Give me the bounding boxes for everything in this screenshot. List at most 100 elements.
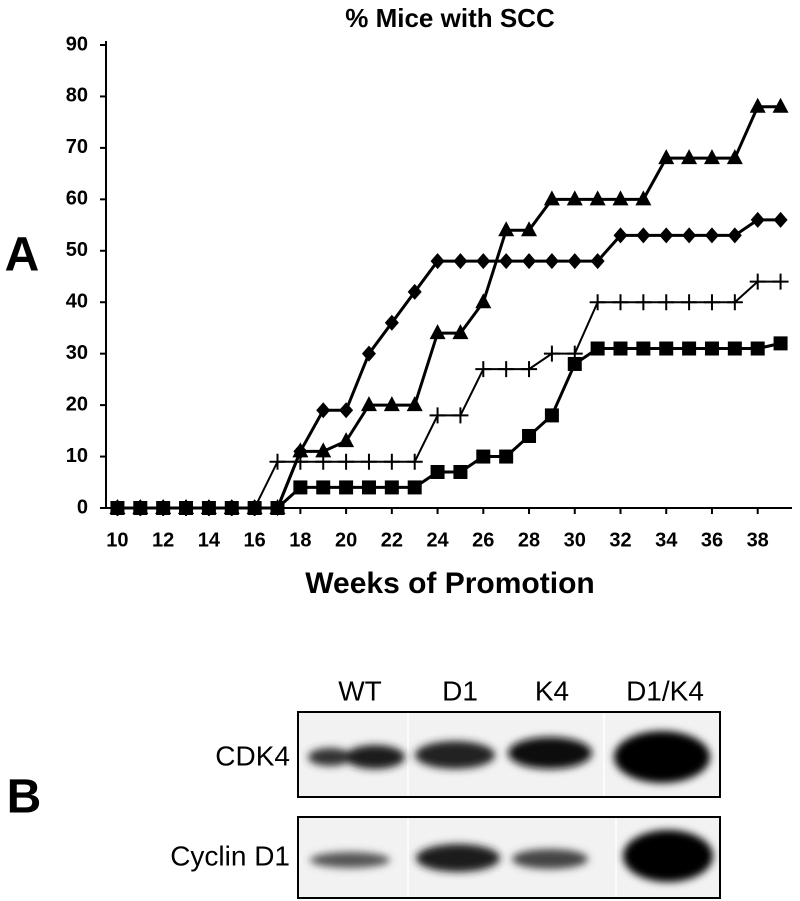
square-marker	[430, 464, 445, 479]
y-tick-label: 80	[66, 85, 88, 107]
diamond-marker	[613, 227, 628, 244]
triangle-marker	[452, 324, 469, 340]
triangle-marker	[429, 324, 446, 340]
square-marker	[682, 341, 697, 356]
lane-label: K4	[535, 675, 569, 706]
plus-marker	[338, 453, 355, 470]
square-marker	[544, 408, 559, 423]
plus-marker	[452, 407, 469, 424]
square-marker	[567, 356, 582, 371]
diamond-marker	[476, 253, 491, 270]
triangle-marker	[406, 396, 423, 412]
square-marker	[339, 480, 354, 495]
square-marker	[613, 341, 628, 356]
triangle-marker	[658, 149, 675, 165]
x-tick-label: 34	[655, 529, 678, 551]
triangle-marker	[772, 97, 789, 113]
triangle-marker	[612, 190, 629, 206]
diamond-marker	[750, 211, 765, 228]
diamond-marker	[293, 443, 308, 460]
diamond-marker	[636, 227, 651, 244]
diamond-marker	[339, 402, 354, 419]
triangle-marker	[703, 149, 720, 165]
triangle-marker	[383, 396, 400, 412]
x-tick-label: 10	[106, 529, 128, 551]
square-marker	[407, 480, 422, 495]
square-marker	[476, 449, 491, 464]
blot-cdk4	[297, 711, 721, 798]
x-tick-label: 18	[289, 529, 311, 551]
y-tick-label: 40	[66, 291, 88, 313]
square-marker	[750, 341, 765, 356]
blot-cyclin-d1	[297, 816, 721, 899]
x-tick-label: 36	[701, 529, 723, 551]
square-marker	[636, 341, 651, 356]
lane-label: D1/K4	[626, 675, 704, 706]
plus-marker	[429, 407, 446, 424]
plus-marker	[612, 294, 629, 311]
square-marker	[361, 480, 376, 495]
triangle-marker	[360, 396, 377, 412]
y-tick-label: 70	[66, 136, 88, 158]
diamond-marker	[659, 227, 674, 244]
x-tick-label: 20	[335, 529, 357, 551]
triangle-marker	[726, 149, 743, 165]
series-line	[117, 280, 781, 509]
triangle-marker	[566, 190, 583, 206]
diamond-marker	[361, 345, 376, 362]
series-line	[117, 105, 781, 510]
x-tick-label: 22	[381, 529, 403, 551]
triangle-marker	[681, 149, 698, 165]
square-marker	[293, 480, 308, 495]
plus-marker	[360, 453, 377, 470]
plus-marker	[406, 453, 423, 470]
triangle-marker	[543, 190, 560, 206]
plus-marker	[658, 294, 675, 311]
x-tick-label: 30	[564, 529, 586, 551]
chart-title: % Mice with SCC	[345, 3, 555, 33]
y-tick-label: 20	[66, 393, 88, 415]
square-marker	[384, 480, 399, 495]
plus-marker	[703, 294, 720, 311]
diamond-marker	[773, 211, 788, 228]
series-line	[117, 341, 781, 510]
diamond-marker	[453, 253, 468, 270]
diamond-marker	[590, 253, 605, 270]
diamond-marker	[384, 314, 399, 331]
diamond-marker	[727, 227, 742, 244]
diamond-marker	[704, 227, 719, 244]
triangle-marker	[521, 221, 538, 237]
square-marker	[727, 341, 742, 356]
x-tick-label: 14	[198, 529, 221, 551]
x-tick-label: 16	[244, 529, 266, 551]
diamond-marker	[430, 253, 445, 270]
x-tick-label: 38	[747, 529, 769, 551]
square-marker	[179, 501, 194, 515]
plus-marker	[292, 453, 309, 470]
square-marker	[453, 464, 468, 479]
y-tick-label: 10	[66, 445, 88, 467]
y-tick-label: 30	[66, 342, 88, 364]
x-tick-label: 26	[472, 529, 494, 551]
triangle-marker	[475, 293, 492, 309]
triangle-marker	[315, 442, 332, 458]
diamond-marker	[544, 253, 559, 270]
lane-label: WT	[338, 675, 382, 706]
plus-marker	[543, 345, 560, 362]
square-marker	[590, 341, 605, 356]
y-tick-label: 0	[77, 496, 88, 518]
row-label: CDK4	[215, 740, 290, 771]
y-tick-label: 90	[66, 33, 88, 55]
triangle-marker	[749, 97, 766, 113]
x-tick-label: 12	[152, 529, 174, 551]
triangle-marker	[635, 190, 652, 206]
plus-marker	[749, 273, 766, 290]
square-marker	[659, 341, 674, 356]
square-marker	[133, 501, 148, 515]
triangle-marker	[498, 221, 515, 237]
square-marker	[247, 501, 262, 515]
square-marker	[201, 501, 216, 515]
x-tick-label: 32	[609, 529, 631, 551]
plus-marker	[589, 294, 606, 311]
diamond-marker	[567, 253, 582, 270]
